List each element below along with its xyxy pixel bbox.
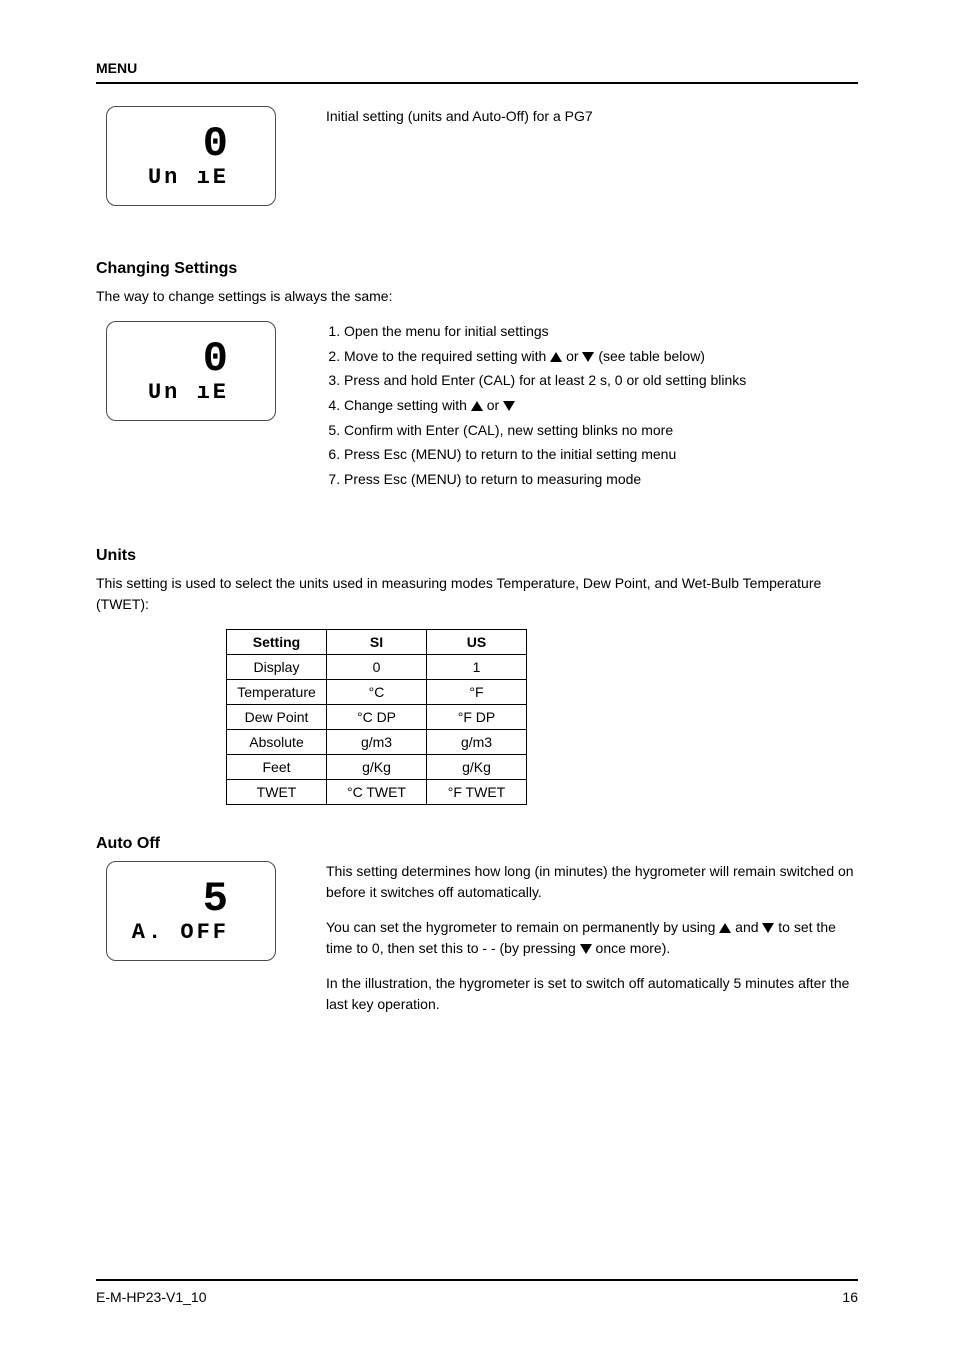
table-row: TWET °C TWET °F TWET (227, 779, 527, 804)
lcd-display-autooff: 5 A. OFF (106, 861, 276, 961)
changing-settings-row: 0 Un ıE Open the menu for initial settin… (96, 321, 858, 505)
table-cell: 1 (427, 654, 527, 679)
page-footer: E-M-HP23-V1_10 16 (96, 1289, 858, 1305)
changing-steps-list: Open the menu for initial settings Move … (326, 321, 858, 491)
table-cell: TWET (227, 779, 327, 804)
autooff-text-col: This setting determines how long (in min… (326, 861, 858, 1029)
autooff-para-1: This setting determines how long (in min… (326, 861, 858, 903)
lcd-bottom-value-2: Un ıE (148, 382, 229, 404)
table-header-row: Setting SI US (227, 629, 527, 654)
table-cell: °F DP (427, 704, 527, 729)
table-header-cell: US (427, 629, 527, 654)
units-table: Setting SI US Display 0 1 Temperature °C… (226, 629, 527, 805)
table-cell: g/m3 (427, 729, 527, 754)
lcd-display-initial: 0 Un ıE (106, 106, 276, 206)
triangle-up-icon (719, 923, 731, 933)
units-heading: Units (96, 547, 858, 565)
triangle-down-icon (580, 944, 592, 954)
table-row: Absolute g/m3 g/m3 (227, 729, 527, 754)
changing-settings-heading: Changing Settings (96, 260, 858, 278)
footer-page-number: 16 (842, 1289, 858, 1305)
table-cell: Display (227, 654, 327, 679)
table-cell: °F TWET (427, 779, 527, 804)
table-cell: 0 (327, 654, 427, 679)
autooff-para-3: In the illustration, the hygrometer is s… (326, 973, 858, 1015)
table-row: Dew Point °C DP °F DP (227, 704, 527, 729)
autooff-para-2: You can set the hygrometer to remain on … (326, 917, 858, 959)
table-cell: g/Kg (327, 754, 427, 779)
autooff-heading: Auto Off (96, 835, 858, 853)
step-item: Confirm with Enter (CAL), new setting bl… (344, 420, 858, 442)
header-rule (96, 82, 858, 84)
page-header: MENU (96, 60, 858, 76)
initial-caption: Initial setting (units and Auto-Off) for… (326, 106, 858, 126)
page-root: MENU 0 Un ıE Initial setting (units and … (0, 0, 954, 1075)
lcd-top-value-2: 0 (203, 338, 229, 380)
triangle-down-icon (582, 352, 594, 362)
table-cell: Dew Point (227, 704, 327, 729)
table-cell: Absolute (227, 729, 327, 754)
step-item: Press and hold Enter (CAL) for at least … (344, 370, 858, 392)
table-cell: g/Kg (427, 754, 527, 779)
lcd-bottom-value-3: A. OFF (132, 922, 229, 944)
lcd-icon-col-3: 5 A. OFF (96, 861, 326, 961)
lcd-display-changing: 0 Un ıE (106, 321, 276, 421)
table-cell: Temperature (227, 679, 327, 704)
step-item: Press Esc (MENU) to return to the initia… (344, 444, 858, 466)
step-item: Move to the required setting with or (se… (344, 346, 858, 368)
table-cell: g/m3 (327, 729, 427, 754)
lcd-icon-col: 0 Un ıE (96, 106, 326, 206)
table-row: Temperature °C °F (227, 679, 527, 704)
table-header-cell: SI (327, 629, 427, 654)
lcd-icon-col-2: 0 Un ıE (96, 321, 326, 421)
triangle-down-icon (762, 923, 774, 933)
footer-doc-id: E-M-HP23-V1_10 (96, 1289, 207, 1305)
table-cell: °F (427, 679, 527, 704)
table-cell: °C (327, 679, 427, 704)
triangle-up-icon (471, 401, 483, 411)
table-cell: °C TWET (327, 779, 427, 804)
initial-setting-row: 0 Un ıE Initial setting (units and Auto-… (96, 106, 858, 206)
lcd-top-value-3: 5 (203, 878, 229, 920)
table-row: Display 0 1 (227, 654, 527, 679)
step-item: Change setting with or (344, 395, 858, 417)
changing-settings-intro: The way to change settings is always the… (96, 286, 858, 307)
triangle-up-icon (550, 352, 562, 362)
table-header-cell: Setting (227, 629, 327, 654)
lcd-top-value: 0 (203, 123, 229, 165)
units-intro: This setting is used to select the units… (96, 573, 858, 615)
table-row: Feet g/Kg g/Kg (227, 754, 527, 779)
table-cell: Feet (227, 754, 327, 779)
changing-steps-col: Open the menu for initial settings Move … (326, 321, 858, 505)
table-cell: °C DP (327, 704, 427, 729)
footer-rule (96, 1279, 858, 1281)
lcd-bottom-value: Un ıE (148, 167, 229, 189)
autooff-row: 5 A. OFF This setting determines how lon… (96, 861, 858, 1029)
triangle-down-icon (503, 401, 515, 411)
step-item: Open the menu for initial settings (344, 321, 858, 343)
step-item: Press Esc (MENU) to return to measuring … (344, 469, 858, 491)
